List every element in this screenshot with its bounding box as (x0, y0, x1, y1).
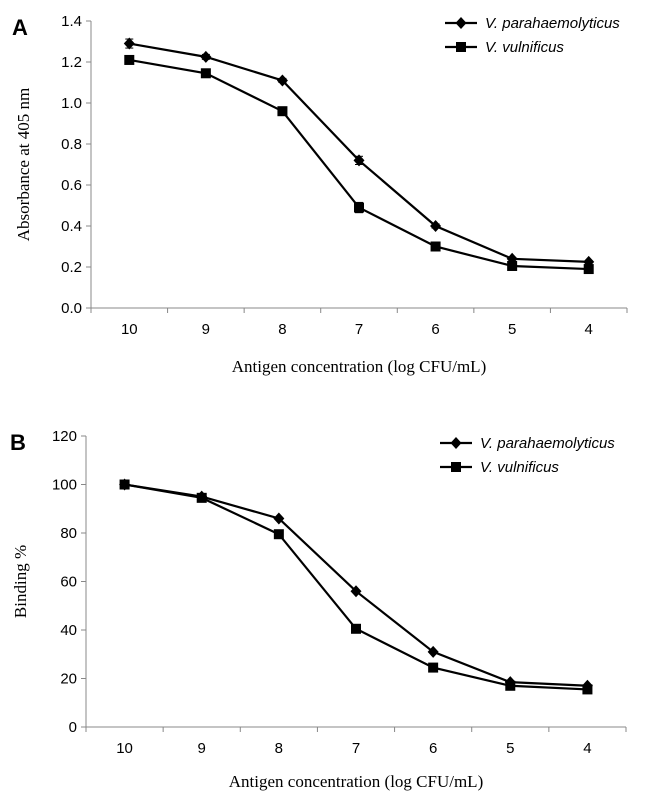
chart-panel-b: 0 20 40 60 80 100 120 10 9 8 7 6 5 4 Antigen concentra… (10, 428, 627, 791)
data-point (200, 68, 211, 79)
data-point (273, 512, 285, 525)
series-v-parahaemolyticus (119, 478, 593, 692)
series-v-vulnificus (124, 54, 594, 275)
y-tick-label: 40 (60, 622, 77, 639)
y-axis-title: Absorbance at 405 nm (14, 88, 33, 241)
x-tick-label: 10 (116, 740, 133, 757)
x-tick-label: 10 (121, 321, 138, 338)
series-v-vulnificus (119, 479, 593, 695)
data-point (124, 54, 135, 65)
y-tick-label: 0.4 (61, 218, 82, 235)
legend-entry-v-vulnificus: V. vulnificus (445, 39, 564, 56)
y-tick-label: 0.2 (61, 259, 82, 276)
x-axis-title: Antigen concentration (log CFU/mL) (229, 772, 483, 791)
y-tick-label: 20 (60, 671, 77, 688)
data-point (353, 154, 365, 167)
data-point (354, 202, 364, 213)
legend-marker (450, 437, 462, 449)
x-tick-label: 4 (585, 321, 593, 338)
y-tick-label: 0.8 (61, 136, 82, 153)
data-point (276, 74, 288, 87)
legend-marker (456, 42, 466, 52)
legend-label: V. vulnificus (480, 459, 559, 476)
data-point (196, 492, 207, 503)
data-point (430, 220, 442, 232)
data-point (277, 106, 288, 117)
data-point (427, 645, 439, 658)
x-tick-label: 5 (508, 321, 516, 338)
y-tick-label: 60 (60, 574, 77, 591)
legend-entry-v-vulnificus: V. vulnificus (440, 459, 559, 476)
y-tick-label: 100 (52, 477, 77, 494)
series-line-v-parahaemolyticus (129, 42, 589, 263)
y-axis-title: Binding % (11, 545, 30, 618)
y-tick-label: 0.6 (61, 177, 82, 194)
x-tick-label: 4 (583, 740, 591, 757)
chart-panel-a: 0.0 0.2 0.4 0.6 0.8 1.0 1.2 1.4 10 9 8 7 6 5 4 Antigen … (12, 13, 628, 376)
data-point (119, 479, 130, 490)
data-point (123, 37, 135, 50)
y-tick-label: 0.0 (61, 300, 82, 317)
panel-label: B (10, 430, 26, 455)
series-v-parahaemolyticus (123, 37, 595, 268)
y-tick-label: 120 (52, 428, 77, 445)
x-tick-label: 6 (431, 321, 439, 338)
legend-entry-v-parahaemolyticus: V. parahaemolyticus (440, 435, 615, 452)
y-tick-label: 0 (69, 719, 77, 736)
legend-marker (455, 17, 467, 29)
data-point (428, 662, 439, 673)
legend-marker (451, 462, 461, 472)
x-tick-label: 8 (275, 740, 283, 757)
data-point (350, 585, 362, 598)
legend-label: V. vulnificus (485, 39, 564, 56)
legend-label: V. parahaemolyticus (480, 435, 615, 452)
data-point (507, 260, 518, 271)
y-tick-label: 80 (60, 525, 77, 542)
y-tick-label: 1.2 (61, 54, 82, 71)
legend-label: V. parahaemolyticus (485, 15, 620, 32)
x-axis-title: Antigen concentration (log CFU/mL) (232, 357, 486, 376)
legend-entry-v-parahaemolyticus: V. parahaemolyticus (445, 15, 620, 32)
x-tick-label: 7 (355, 321, 363, 338)
x-tick-label: 6 (429, 740, 437, 757)
x-tick-label: 5 (506, 740, 514, 757)
data-point (582, 684, 593, 695)
data-point (505, 680, 516, 691)
x-tick-label: 9 (198, 740, 206, 757)
data-point (351, 623, 361, 634)
x-tick-label: 9 (202, 321, 210, 338)
x-tick-label: 7 (352, 740, 360, 757)
data-point (273, 529, 284, 540)
data-point (430, 241, 441, 252)
x-tick-label: 8 (278, 321, 286, 338)
y-tick-label: 1.0 (61, 95, 82, 112)
series-line-v-parahaemolyticus (124, 483, 588, 687)
panel-label: A (12, 15, 28, 40)
y-tick-label: 1.4 (61, 13, 82, 30)
data-point (583, 264, 594, 275)
data-point (200, 50, 212, 63)
